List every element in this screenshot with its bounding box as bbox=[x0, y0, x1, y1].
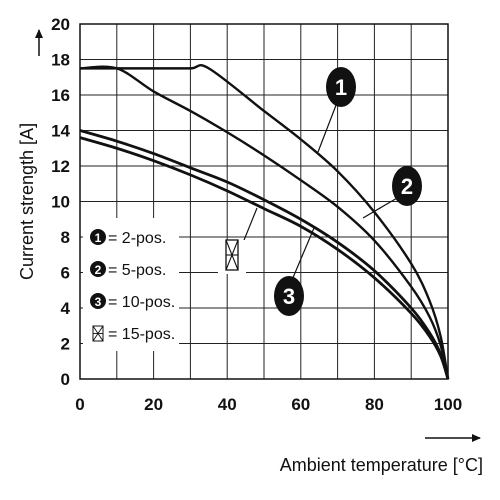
curve-marker-15pos bbox=[218, 239, 246, 274]
curve-marker-2: 2 bbox=[392, 166, 422, 206]
curve-marker-1: 1 bbox=[326, 67, 356, 107]
svg-text:3: 3 bbox=[95, 295, 102, 309]
plot-frame bbox=[79, 23, 449, 380]
legend-item-5pos: 2 = 5-pos. bbox=[90, 261, 166, 279]
svg-text:2: 2 bbox=[401, 174, 413, 199]
y-tick-label: 6 bbox=[61, 264, 70, 283]
series-line-2 bbox=[79, 65, 450, 380]
svg-text:3: 3 bbox=[283, 284, 295, 309]
series-layer bbox=[79, 64, 450, 380]
series-line-3 bbox=[79, 129, 450, 380]
legend-item-2pos: 1 = 2-pos. bbox=[90, 229, 166, 247]
y-tick-label: 16 bbox=[51, 86, 70, 105]
x-tick-label: 40 bbox=[218, 395, 237, 414]
y-tick-label: 10 bbox=[51, 193, 70, 212]
svg-text:= 10-pos.: = 10-pos. bbox=[108, 294, 175, 311]
x-tick-label: 0 bbox=[75, 395, 84, 414]
svg-text:= 2-pos.: = 2-pos. bbox=[108, 230, 166, 247]
y-tick-label: 18 bbox=[51, 51, 70, 70]
y-tick-label: 14 bbox=[51, 122, 70, 141]
x-tick-label: 100 bbox=[434, 395, 462, 414]
y-tick-label: 20 bbox=[51, 15, 70, 34]
x-tick-label: 20 bbox=[144, 395, 163, 414]
legend: 1 = 2-pos. 2 = 5-pos. 3 = 10-pos. = 15-p… bbox=[83, 218, 179, 351]
y-tick-label: 2 bbox=[61, 335, 70, 354]
marker-leaders bbox=[235, 99, 405, 281]
svg-text:= 5-pos.: = 5-pos. bbox=[108, 262, 166, 279]
legend-item-10pos: 3 = 10-pos. bbox=[90, 293, 175, 311]
x-tick-label: 60 bbox=[291, 395, 310, 414]
series-line-1 bbox=[80, 64, 450, 380]
x-tick-label: 80 bbox=[365, 395, 384, 414]
y-tick-label: 12 bbox=[51, 157, 70, 176]
y-tick-label: 4 bbox=[61, 299, 71, 318]
svg-text:2: 2 bbox=[95, 263, 102, 277]
y-tick-label: 8 bbox=[61, 228, 70, 247]
svg-text:1: 1 bbox=[95, 231, 102, 245]
y-tick-label: 0 bbox=[61, 370, 70, 389]
y-axis-label: Current strength [A] bbox=[17, 123, 37, 280]
legend-item-15pos: = 15-pos. bbox=[92, 325, 175, 343]
series-line-4 bbox=[79, 136, 450, 380]
curve-marker-3: 3 bbox=[274, 276, 304, 316]
svg-text:= 15-pos.: = 15-pos. bbox=[108, 326, 175, 343]
svg-text:1: 1 bbox=[335, 75, 347, 100]
x-axis-label: Ambient temperature [°C] bbox=[280, 455, 483, 475]
